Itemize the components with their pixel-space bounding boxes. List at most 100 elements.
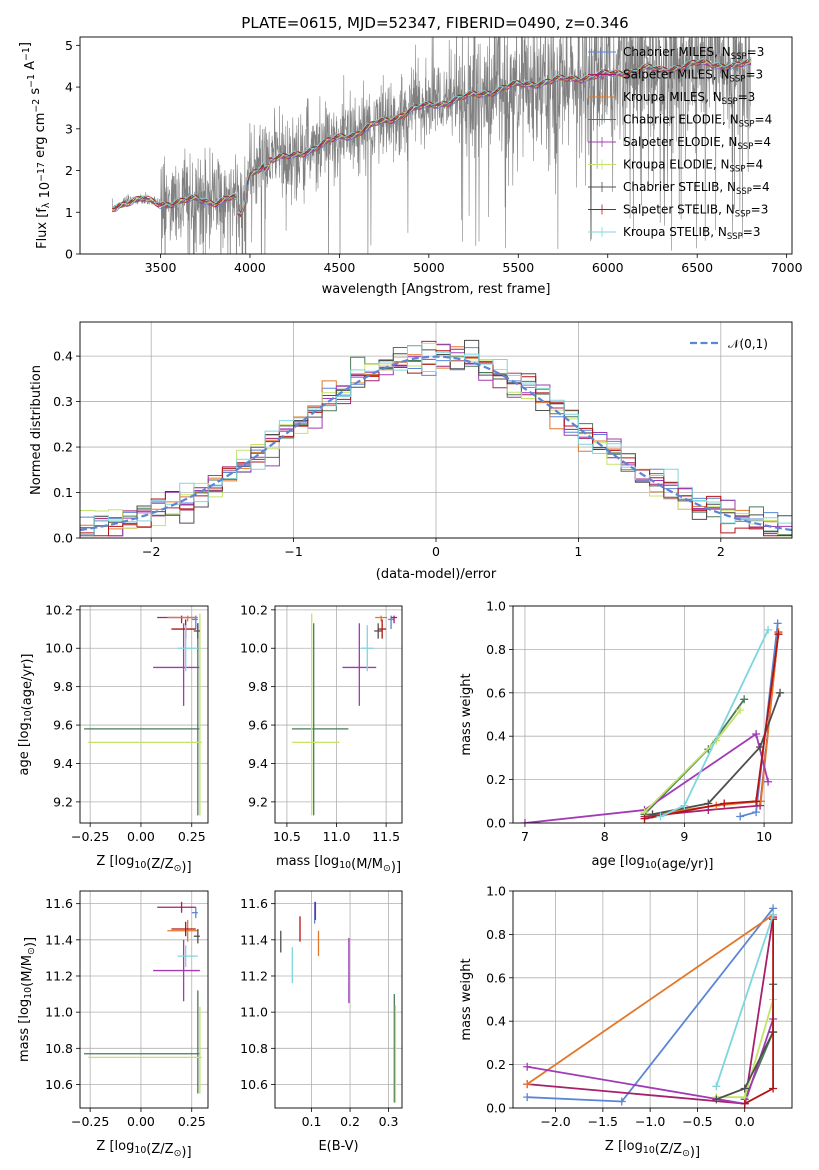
y-tick-label: 0.6 (486, 970, 506, 985)
age-vs-mass-grid (275, 606, 402, 823)
y-tick-label: 9.6 (248, 718, 268, 733)
legend-nssp: 3 (748, 90, 756, 104)
legend-label-normal: 𝒩(0,1) (728, 337, 768, 351)
legend-label-chabrier-miles: Chabrier MILES, NSSP=3 (623, 45, 764, 62)
errorbar-chabrier-stelib (193, 928, 200, 944)
legend-nssp: 3 (753, 225, 761, 239)
y-tick-label: 0.2 (53, 440, 73, 455)
series-marker (656, 812, 665, 821)
series-marker (520, 819, 529, 823)
errorbar-salpeter-stelib (171, 921, 196, 937)
x-tick-label: 4000 (234, 260, 266, 275)
x-tick-label: 5500 (502, 260, 534, 275)
y-tick-label: 10.8 (45, 1041, 73, 1056)
residual-hist-frame (79, 321, 793, 539)
legend-model: Salpeter MILES (623, 68, 713, 82)
x-tick-label: 11.5 (372, 829, 400, 844)
spectrum-x-label: wavelength [Angstrom, rest frame] (322, 282, 551, 297)
mass-vs-Z-grid (80, 891, 208, 1108)
age-vs-Z-frame (79, 605, 209, 824)
x-tick-label: 0.1 (302, 1114, 322, 1129)
errorbar-kroupa-elodie (88, 613, 202, 816)
legend-nssp: 4 (762, 180, 770, 194)
series-marker (712, 1082, 721, 1091)
legend-model: Kroupa MILES (623, 90, 705, 104)
legend-model: Salpeter STELIB (623, 203, 718, 217)
normal-reference-curve (80, 355, 792, 532)
series-line (526, 914, 774, 1085)
y-tick-label: 9.2 (53, 794, 73, 809)
y-tick-label: 0 (65, 247, 73, 262)
errorbar-chabrier-elodie (291, 623, 349, 816)
series-marker (740, 695, 749, 704)
x-tick-label: 10 (756, 829, 772, 844)
x-tick-label: 8 (601, 829, 609, 844)
series-marker (617, 1097, 626, 1106)
age-vs-mass-plot-area (291, 613, 398, 816)
spectrum-y-label: Flux [fλ 10−17 erg cm−2 s−1 A−1] (18, 42, 53, 249)
mass-weight-vs-age-frame (512, 605, 793, 824)
mass-weight-vs-Z-plot-area (523, 904, 778, 1108)
mass-weight-vs-age-x-label: age [log10(age/yr)] (591, 854, 713, 872)
errorbar-salpeter-elodie (153, 939, 200, 1002)
spectrum-legend: Chabrier MILES, NSSP=3 Salpeter MILES, NS… (588, 45, 772, 242)
y-tick-label: 10.2 (45, 602, 73, 617)
series-marker (769, 910, 778, 919)
mass-vs-Z-frame (79, 890, 209, 1109)
errorbar-salpeter-stelib (378, 619, 387, 639)
x-tick-label: 0 (432, 544, 440, 559)
y-tick-label: 0.2 (486, 772, 506, 787)
series-marker (774, 630, 783, 639)
x-tick-label: −1 (284, 544, 302, 559)
x-tick-label: −2.0 (540, 1114, 570, 1129)
y-tick-label: 11.4 (240, 932, 268, 947)
y-tick-label: 10.6 (45, 1077, 73, 1092)
y-tick-label: 10.0 (45, 641, 73, 656)
y-tick-label: 10.0 (240, 641, 268, 656)
series-line (739, 623, 779, 818)
errorbar-kroupa-miles (375, 615, 388, 622)
series-marker (740, 1084, 749, 1093)
age-vs-mass-axes: 10.5 11.0 11.5 9.2 9.4 9.6 9.8 10.0 10.2 (240, 602, 403, 844)
legend-label-chabrier-elodie: Chabrier ELODIE, NSSP=4 (623, 113, 772, 130)
series-marker (764, 777, 773, 786)
x-tick-label: 4500 (323, 260, 355, 275)
x-tick-label: −1.5 (588, 1114, 618, 1129)
mass-weight-vs-age-axes: 7 8 9 10 0.0 0.2 0.4 0.6 0.8 1.0 (486, 599, 793, 844)
legend-label-kroupa-stelib: Kroupa STELIB, NSSP=3 (623, 225, 761, 242)
age-vs-Z-y-label: age [log10(age/yr)] (17, 653, 35, 775)
y-tick-label: 0.8 (486, 927, 506, 942)
legend-nssp: 4 (765, 113, 773, 127)
legend-nssp: 4 (756, 158, 764, 172)
mass-vs-ebv-frame (274, 890, 403, 1109)
series-marker (736, 812, 745, 821)
histogram-kroupa-elodie (80, 342, 792, 537)
age-vs-mass-frame (274, 605, 403, 824)
y-tick-label: 0.1 (53, 485, 73, 500)
series-marker (523, 1093, 532, 1102)
errorbar-kroupa-stelib (177, 945, 198, 967)
x-tick-label: 0.25 (178, 829, 206, 844)
spectrum-model-chabrier-miles (112, 62, 751, 216)
errorbar-chabrier-elodie (84, 990, 200, 1094)
x-tick-label: 7 (521, 829, 529, 844)
y-tick-label: 0.2 (486, 1057, 506, 1072)
x-tick-label: 0.2 (340, 1114, 360, 1129)
legend-label-kroupa-miles: Kroupa MILES, NSSP=3 (623, 90, 755, 107)
mass-weight-vs-age-y-label: mass weight (459, 673, 474, 755)
y-tick-label: 9.2 (248, 794, 268, 809)
y-tick-label: 0.0 (486, 1101, 506, 1116)
y-tick-label: 9.6 (53, 718, 73, 733)
errorbar-chabrier-elodie (84, 623, 200, 816)
series-marker (523, 1080, 532, 1089)
x-tick-label: 0.00 (127, 1114, 155, 1129)
age-vs-mass-x-label: mass [log10(M/M⊙)] (276, 854, 401, 875)
errorbar-salpeter-miles (157, 901, 196, 913)
series-marker (752, 730, 761, 739)
residual-legend: 𝒩(0,1) (690, 337, 768, 351)
mass-vs-Z-y-label: mass [log10(M/M⊙)] (17, 937, 38, 1062)
legend-label-chabrier-stelib: Chabrier STELIB, NSSP=4 (623, 180, 770, 197)
legend-model: Chabrier ELODIE (623, 113, 722, 127)
x-tick-label: −0.25 (71, 1114, 109, 1129)
